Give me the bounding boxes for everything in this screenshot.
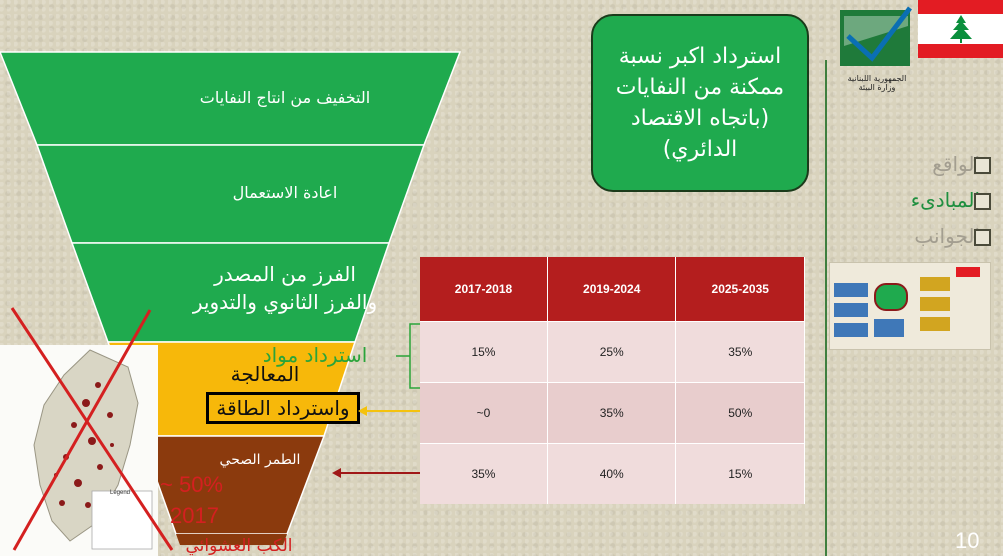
dump-percent: ~ 50% — [160, 472, 223, 497]
map-cross-out — [10, 307, 174, 551]
sidebar-item-principles[interactable]: المبادىء — [910, 188, 980, 212]
table-header: 2025-2035 — [675, 257, 805, 322]
table-cell: 35% — [420, 443, 548, 504]
logo-line1: الجمهورية اللبنانية — [847, 74, 907, 83]
map-legend-title: Legend — [110, 490, 131, 496]
circular-economy-callout: استرداد اكبر نسبة ممكنة من النفايات (بات… — [591, 14, 809, 192]
table-cell: 15% — [675, 443, 805, 504]
sidebar-item-reality[interactable]: الواقع — [932, 152, 980, 176]
lebanon-flag — [918, 0, 1003, 58]
funnel-label-reduce: التخفيف من انتاج النفايات — [199, 88, 371, 107]
energy-recovery-box: واسترداد الطاقة — [206, 392, 360, 424]
table-header: 2019-2024 — [547, 257, 677, 322]
funnel-label-open-dumping: الكب العشوائي — [185, 536, 293, 556]
funnel-label-treatment: المعالجة — [230, 362, 300, 386]
table-cell: 35% — [547, 382, 677, 444]
funnel-tip — [176, 534, 287, 545]
ministry-logo: الجمهورية اللبنانية وزارة البيئة — [838, 6, 916, 98]
table-cell: 40% — [547, 443, 677, 504]
waste-hierarchy-funnel — [0, 51, 462, 545]
sidebar-divider — [825, 60, 827, 556]
table-cell: 50% — [675, 382, 805, 444]
table-cell: 25% — [547, 321, 677, 383]
funnel-label-reuse: اعادة الاستعمال — [232, 183, 338, 202]
funnel-overlay-material-recovery: استرداد مواد — [262, 343, 368, 367]
ministry-logo-icon — [840, 6, 912, 66]
table-cell: ~0 — [420, 382, 548, 444]
targets-table: 2017-2018 2019-2024 2025-2035 15% 25% 35… — [420, 257, 805, 504]
table-header-row: 2017-2018 2019-2024 2025-2035 — [420, 257, 805, 322]
sidebar-item-aspects[interactable]: الجوانب — [914, 224, 980, 248]
sidebar-item-reality-checkbox[interactable] — [974, 157, 991, 174]
dump-year: 2017 — [170, 503, 219, 528]
table-row: ~0 35% 50% — [420, 382, 805, 444]
table-row: 15% 25% 35% — [420, 321, 805, 383]
page-number: 10 — [955, 528, 980, 553]
table-row: 35% 40% 15% — [420, 443, 805, 504]
sidebar-item-aspects-checkbox[interactable] — [974, 229, 991, 246]
table-cell: 35% — [675, 321, 805, 383]
cedar-icon — [950, 15, 972, 43]
dumpsite-map: Legend — [0, 345, 158, 556]
funnel-label-landfill: الطمر الصحي — [219, 452, 301, 468]
sidebar-item-principles-checkbox[interactable] — [974, 193, 991, 210]
table-cell: 15% — [420, 321, 548, 383]
funnel-label-recycle-2: والفرز الثانوي والتدوير — [192, 290, 378, 314]
material-recovery-bracket — [396, 323, 420, 389]
logo-line2: وزارة البيئة — [858, 83, 896, 92]
slide-thumbnail[interactable] — [829, 262, 991, 350]
map-image — [33, 349, 153, 550]
funnel-label-recycle-1: الفرز من المصدر — [214, 262, 356, 286]
table-header: 2017-2018 — [420, 257, 548, 322]
